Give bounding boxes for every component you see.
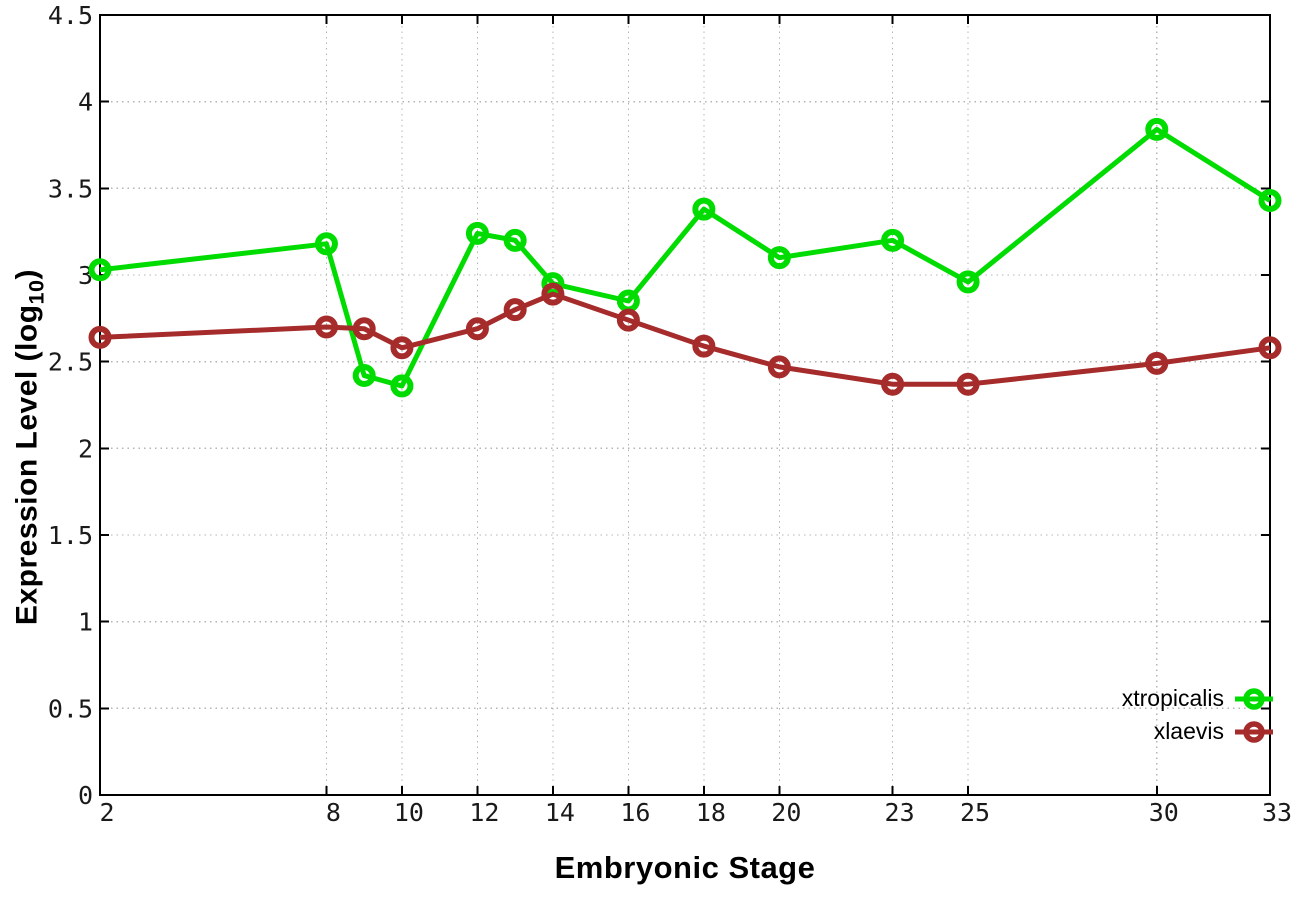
data-point-xlaevis [465, 317, 489, 341]
data-point-xtropicalis [1258, 188, 1282, 212]
data-point-xtropicalis [956, 270, 980, 294]
x-tick-label: 12 [469, 798, 499, 827]
y-tick-label: 2.5 [48, 348, 93, 377]
data-point-xtropicalis [390, 374, 414, 398]
data-point-xtropicalis [314, 232, 338, 256]
data-point-xtropicalis [503, 228, 527, 252]
data-point-xtropicalis [352, 364, 376, 388]
y-axis-title-close-paren: ) [10, 268, 44, 280]
data-point-xlaevis [956, 372, 980, 396]
y-tick-label: 4 [78, 88, 93, 117]
data-point-xlaevis [1258, 336, 1282, 360]
data-point-xlaevis [503, 298, 527, 322]
legend-label: xtropicalis [1121, 685, 1224, 711]
legend: xtropicalis xlaevis [1122, 684, 1274, 746]
y-axis-title-subscript: 10 [23, 279, 49, 305]
data-point-xtropicalis [692, 197, 716, 221]
y-tick-label: 2 [78, 434, 93, 463]
legend-line-sample-icon [1235, 687, 1273, 710]
y-axis-title: Expression Level (log10) [11, 269, 50, 625]
x-tick-label: 20 [771, 798, 801, 827]
x-tick-label: 33 [1262, 798, 1292, 827]
data-point-xlaevis [541, 282, 565, 306]
legend-item-xlaevis: xlaevis [1154, 717, 1274, 746]
y-tick-label: 0.5 [48, 694, 93, 723]
series-line-xtropicalis [99, 126, 1272, 389]
legend-label: xlaevis [1153, 718, 1224, 744]
data-point-xtropicalis [88, 258, 112, 282]
y-tick-label: 1 [78, 608, 93, 637]
data-point-xlaevis [1145, 351, 1169, 375]
data-point-xtropicalis [767, 246, 791, 270]
data-point-xlaevis [616, 308, 640, 332]
x-tick-label: 23 [885, 798, 915, 827]
x-tick-label: 14 [545, 798, 575, 827]
y-tick-label: 3.5 [48, 174, 93, 203]
x-tick-label: 2 [99, 798, 114, 827]
y-tick-label: 0 [78, 781, 93, 810]
series-line-xlaevis [99, 291, 1271, 387]
data-point-xlaevis [352, 317, 376, 341]
data-point-xlaevis [692, 334, 716, 358]
x-tick-label: 8 [326, 798, 341, 827]
plot-border [98, 13, 1272, 797]
legend-item-xtropicalis: xtropicalis [1122, 684, 1274, 713]
data-point-xlaevis [314, 315, 338, 339]
x-tick-label: 25 [960, 798, 990, 827]
data-point-xtropicalis [465, 221, 489, 245]
x-tick-label: 30 [1149, 798, 1179, 827]
data-point-xtropicalis [1145, 117, 1169, 141]
data-point-xlaevis [390, 336, 414, 360]
x-tick-label: 16 [620, 798, 650, 827]
x-tick-label: 18 [696, 798, 726, 827]
y-tick-label: 1.5 [48, 521, 93, 550]
y-tick-label: 4.5 [48, 1, 93, 30]
data-point-xlaevis [881, 372, 905, 396]
x-axis-title: Embryonic Stage [554, 850, 816, 885]
data-point-xlaevis [88, 325, 112, 349]
y-axis-title-text: Expression Level (log [10, 304, 44, 626]
x-tick-label: 10 [394, 798, 424, 827]
data-point-xtropicalis [881, 228, 905, 252]
data-point-xlaevis [767, 355, 791, 379]
legend-line-sample-icon [1235, 720, 1273, 743]
